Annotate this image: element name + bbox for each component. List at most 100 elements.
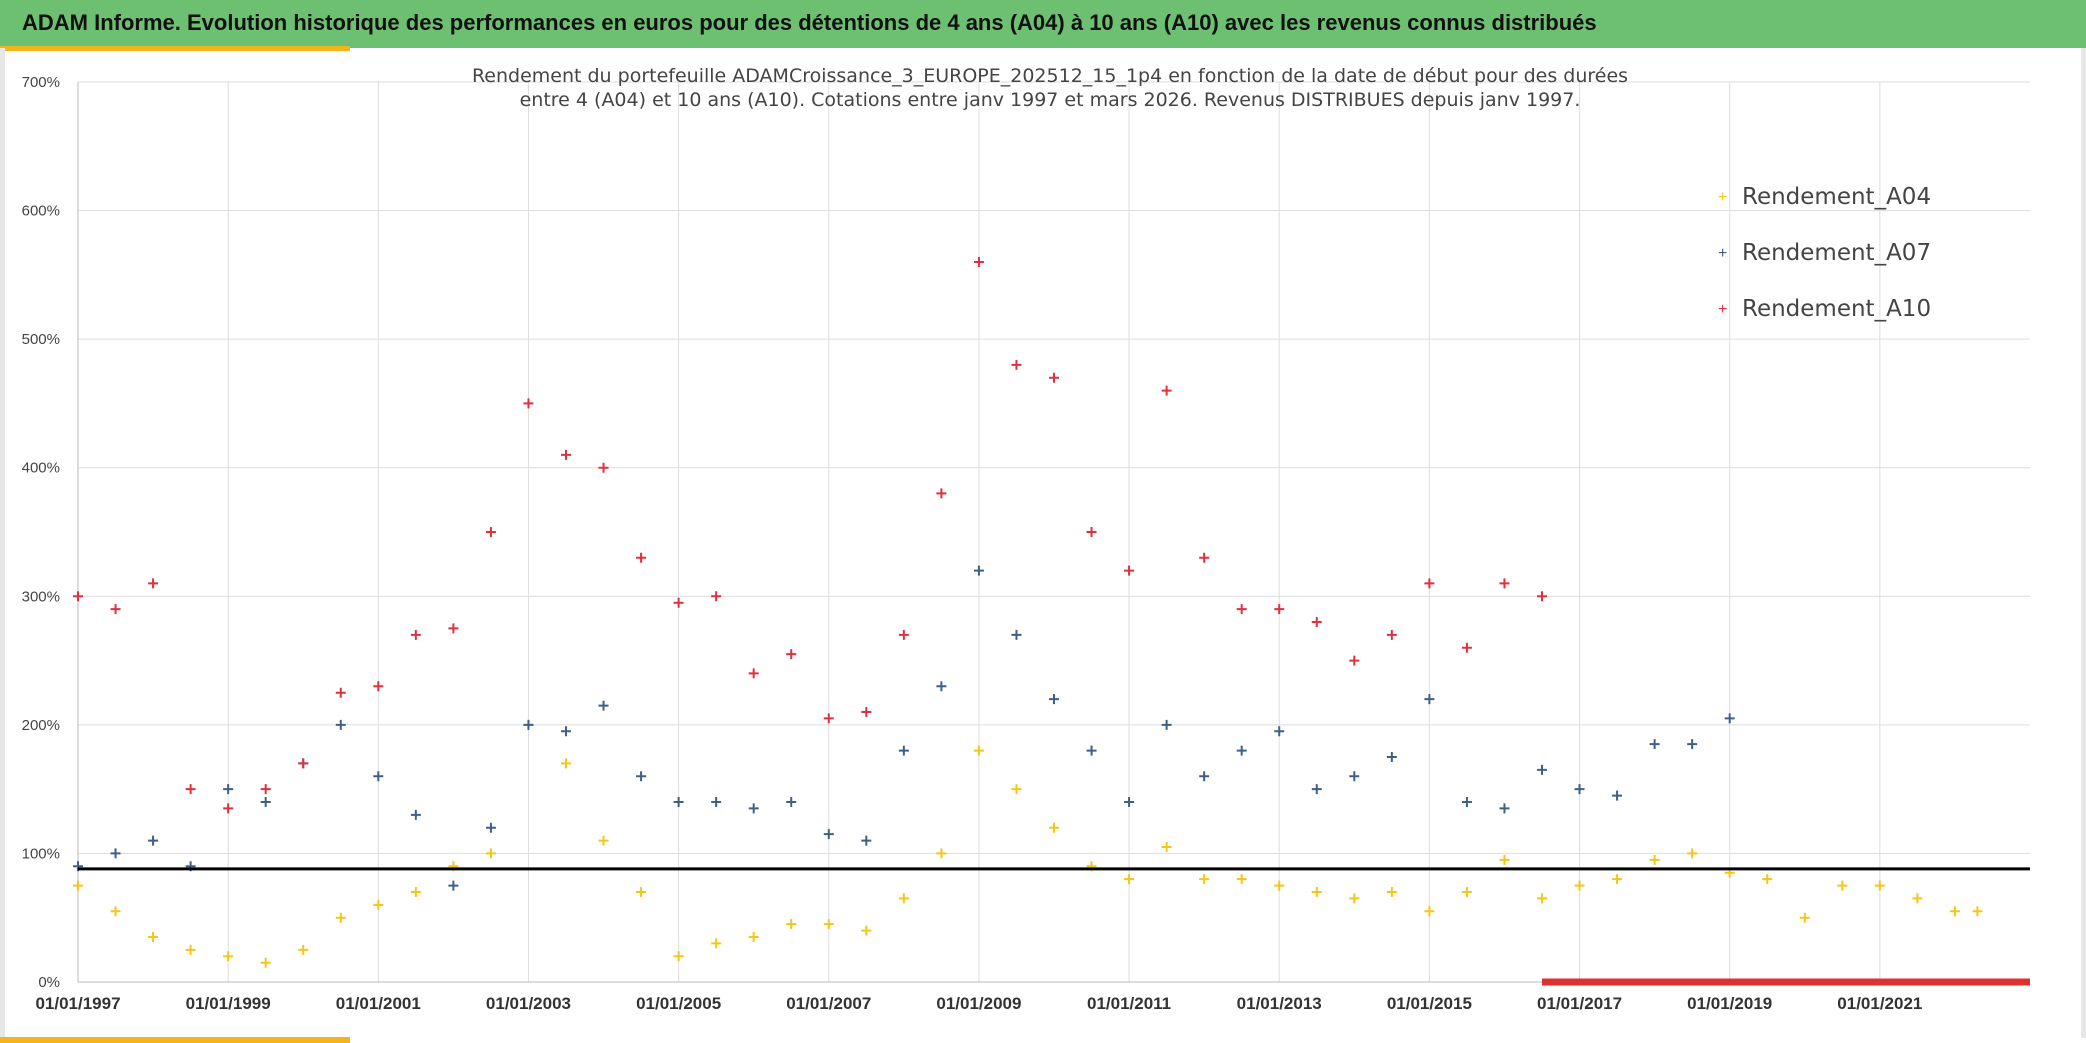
data-point: [598, 462, 609, 473]
data-point: [410, 809, 421, 820]
data-point: [148, 932, 159, 942]
data-point: [335, 719, 346, 730]
data-point: [823, 919, 834, 930]
header-banner: ADAM Informe. Evolution historique des p…: [0, 0, 2086, 48]
data-point: [1349, 655, 1360, 666]
data-point: [1161, 719, 1172, 730]
data-point: [485, 822, 496, 833]
data-point: [1574, 784, 1585, 795]
data-point: [448, 880, 459, 891]
data-point: [448, 623, 459, 634]
data-point: [1499, 803, 1510, 814]
data-point: [636, 887, 647, 897]
y-tick-label: 700%: [22, 74, 60, 91]
data-point: [673, 797, 684, 807]
data-point: [1461, 642, 1472, 653]
data-point: [223, 951, 234, 962]
data-point: [1949, 906, 1960, 917]
data-point: [1086, 527, 1097, 537]
x-tick-label: 01/01/2005: [636, 994, 721, 1013]
data-point: [298, 944, 309, 955]
data-point: [936, 488, 947, 499]
chart-title-line-2: entre 4 (A04) et 10 ans (A10). Cotations…: [520, 89, 1581, 111]
data-point: [1199, 874, 1210, 885]
data-point: [1837, 880, 1848, 891]
frame-left: [0, 48, 5, 1038]
data-point: [1424, 906, 1435, 917]
y-axis-ticks: 0% 100% 200% 300% 400% 500% 600% 700%: [22, 74, 60, 991]
data-point: [1236, 604, 1247, 615]
data-point: [1424, 694, 1435, 705]
data-point: [673, 597, 684, 608]
data-point: [1049, 694, 1059, 705]
data-point: [748, 932, 759, 942]
series-Rendement_A04: [73, 719, 1983, 968]
data-point: [1011, 359, 1022, 370]
chart-title-line-1: Rendement du portefeuille ADAMCroissance…: [472, 65, 1628, 87]
data-point: [1236, 874, 1247, 885]
data-point: [485, 848, 496, 859]
series-Rendement_A07: [73, 565, 1735, 891]
data-point: [1274, 726, 1285, 737]
data-point: [1612, 874, 1623, 885]
legend-item-a04: + Rendement_A04: [1718, 184, 1931, 210]
y-tick-label: 200%: [22, 717, 60, 734]
data-points: [73, 257, 1983, 968]
data-point: [1537, 591, 1547, 602]
data-point: [711, 938, 722, 949]
data-point: [1574, 880, 1585, 891]
data-point: [898, 629, 909, 640]
data-point: [636, 771, 647, 782]
data-point: [1311, 617, 1322, 627]
data-point: [523, 398, 534, 409]
legend-marker-a04: +: [1718, 189, 1727, 206]
data-point: [898, 745, 909, 756]
data-point: [410, 887, 421, 897]
data-point: [1124, 797, 1135, 807]
data-point: [1687, 739, 1698, 750]
data-point: [1874, 880, 1885, 891]
accent-bar-top: [0, 46, 350, 51]
data-point: [335, 912, 346, 923]
data-point: [973, 257, 984, 267]
x-axis-ticks: 01/01/1997 01/01/1999 01/01/2001 01/01/2003…: [35, 994, 1922, 1013]
data-point: [148, 578, 159, 589]
data-point: [1274, 880, 1285, 891]
legend-item-a07: + Rendement_A07: [1718, 240, 1931, 266]
data-point: [861, 925, 872, 936]
data-point: [335, 687, 346, 698]
data-point: [711, 797, 722, 807]
data-point: [673, 951, 684, 962]
data-point: [823, 829, 834, 840]
data-point: [1499, 854, 1510, 865]
x-tick-label: 01/01/2021: [1837, 994, 1922, 1013]
data-point: [73, 880, 83, 891]
data-point: [561, 449, 571, 460]
x-tick-label: 01/01/2007: [786, 994, 871, 1013]
legend-label-a10: Rendement_A10: [1742, 296, 1931, 322]
accent-bar-bottom: [0, 1037, 350, 1043]
data-point: [1124, 874, 1135, 885]
data-point: [1049, 372, 1059, 383]
data-point: [373, 899, 384, 910]
data-point: [110, 604, 121, 615]
data-point: [185, 944, 196, 955]
data-point: [561, 758, 571, 769]
data-point: [1537, 893, 1547, 904]
data-point: [1349, 771, 1360, 782]
data-point: [861, 707, 872, 717]
x-tick-label: 01/01/1999: [186, 994, 271, 1013]
data-point: [1011, 629, 1022, 640]
legend: + Rendement_A04 + Rendement_A07 + Rendem…: [1718, 184, 1931, 322]
data-point: [1161, 385, 1172, 396]
data-point: [1724, 713, 1735, 724]
data-point: [711, 591, 722, 602]
data-point: [936, 848, 947, 859]
x-tick-label: 01/01/2001: [336, 994, 421, 1013]
data-point: [298, 758, 309, 769]
data-point: [636, 552, 647, 563]
x-tick-label: 01/01/2015: [1387, 994, 1472, 1013]
y-tick-label: 100%: [22, 845, 60, 862]
data-point: [1386, 752, 1397, 762]
